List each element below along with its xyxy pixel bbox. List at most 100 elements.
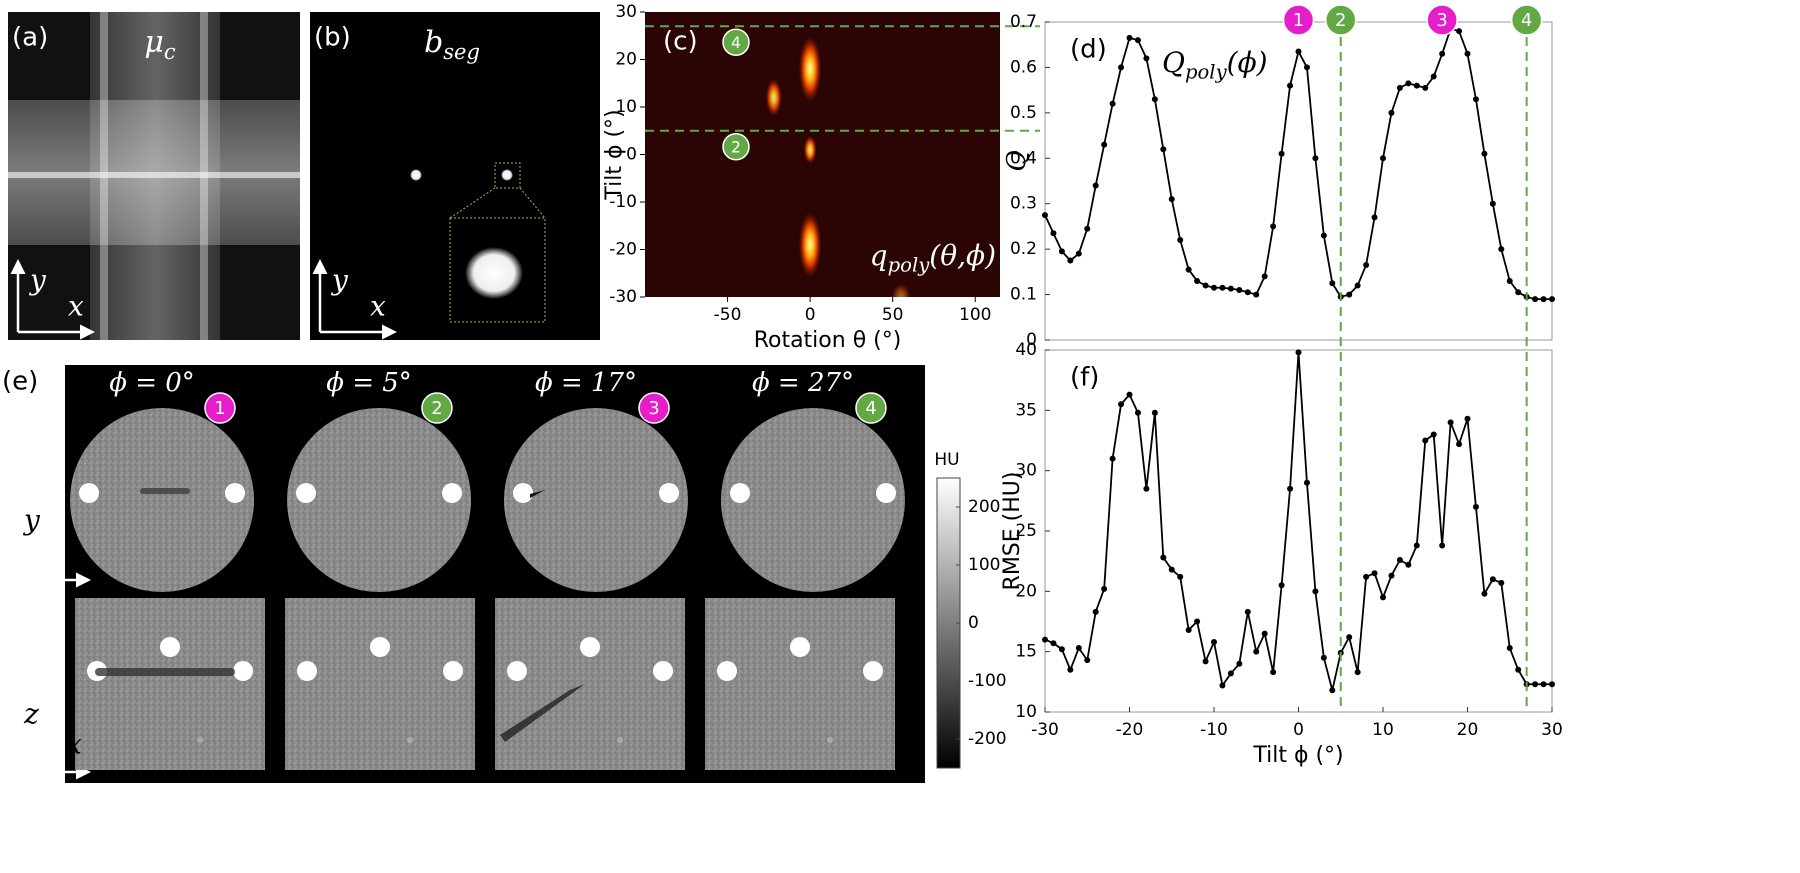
data-point: [1540, 296, 1547, 303]
data-point: [1143, 485, 1150, 492]
data-point: [1177, 237, 1184, 244]
view-title: ϕ = 5°: [326, 368, 412, 398]
data-point: [1084, 657, 1091, 664]
math-base: b: [424, 25, 443, 60]
heatmap-background: [645, 12, 1000, 297]
axis-letter: y: [22, 504, 41, 537]
marker-label: 3: [1436, 10, 1447, 31]
data-point: [1067, 666, 1074, 673]
data-point: [1354, 669, 1361, 676]
image-dot: [410, 169, 422, 181]
marker-badge: [1325, 4, 1357, 36]
data-point: [1270, 223, 1277, 230]
y-tick-label: 0.2: [1010, 239, 1037, 259]
y-tick-label: 10: [615, 97, 637, 117]
rod: [863, 661, 883, 681]
math-sub: c: [164, 40, 176, 64]
rod: [580, 637, 600, 657]
data-point: [1430, 73, 1437, 80]
data-point: [1278, 582, 1285, 589]
panel-e: [4, 365, 925, 783]
panel-label: (d): [1070, 35, 1107, 65]
rod: [443, 661, 463, 681]
data-point: [1472, 503, 1479, 510]
data-point: [1329, 687, 1336, 694]
data-point: [1134, 37, 1141, 44]
heat-spot: [798, 35, 822, 103]
data-point: [1312, 155, 1319, 162]
y-tick-label: 0: [968, 613, 979, 633]
data-point: [1295, 48, 1302, 55]
marker-label: 4: [731, 34, 741, 52]
data-point: [1253, 648, 1260, 655]
panel-label: (c): [663, 27, 698, 57]
data-point: [1396, 84, 1403, 91]
data-point: [1101, 585, 1108, 592]
streak: [530, 490, 545, 498]
data-point: [1194, 618, 1201, 625]
data-point: [1506, 277, 1513, 284]
small-dot: [617, 737, 623, 743]
y-tick-label: 15: [1015, 642, 1037, 662]
marker-label: 4: [1521, 10, 1532, 31]
marker-badge: [1282, 4, 1315, 36]
x-axis-label: Rotation θ (°): [754, 328, 902, 353]
data-point: [1287, 485, 1294, 492]
y-tick-label: 0: [1026, 330, 1037, 350]
slice-disk: [504, 408, 688, 592]
x-tick-label: 0: [805, 305, 816, 325]
data-point: [1380, 155, 1386, 162]
data-point: [1244, 608, 1251, 615]
y-tick-label: 0.4: [1010, 148, 1037, 168]
data-point: [1168, 566, 1175, 573]
marker-label: 2: [431, 398, 442, 419]
data-point: [1303, 64, 1310, 71]
y-tick-label: -20: [609, 240, 637, 260]
panel-label: (e): [2, 367, 38, 397]
marker-badge: [722, 133, 750, 161]
data-point: [1405, 561, 1412, 568]
data-point: [1405, 80, 1412, 87]
rod: [225, 483, 245, 503]
panel-b: [310, 12, 600, 340]
y-tick-label: 35: [1015, 400, 1037, 420]
x-tick-label: -10: [1200, 720, 1228, 740]
data-point: [1489, 200, 1496, 207]
data-point: [1456, 28, 1463, 35]
panel-label: (b): [314, 23, 351, 53]
data-point: [1498, 579, 1505, 586]
data-point: [1396, 556, 1403, 563]
marker-badge: [204, 392, 236, 424]
data-point: [1202, 282, 1209, 289]
x-tick-label: -50: [714, 305, 742, 325]
panel-title: bseg: [424, 25, 480, 64]
data-point: [1346, 634, 1353, 641]
x-tick-label: 0: [1293, 720, 1304, 740]
data-point: [1177, 573, 1184, 580]
annotation: qpoly(θ,ϕ): [870, 239, 996, 276]
data-point: [1320, 654, 1327, 661]
marker-label: 2: [731, 138, 741, 156]
slice-disk: [721, 408, 905, 592]
data-point: [1118, 64, 1125, 71]
data-point: [1227, 285, 1234, 292]
view-title: ϕ = 27°: [752, 368, 854, 398]
y-tick-label: 20: [615, 50, 637, 70]
data-point: [1151, 409, 1158, 416]
marker-badge: [1510, 4, 1543, 36]
x-tick-label: -20: [1116, 720, 1144, 740]
math-rest: (ϕ): [1227, 46, 1268, 79]
data-point: [1363, 573, 1370, 580]
marker-label: 1: [1293, 10, 1304, 31]
math-sub: seg: [443, 40, 480, 64]
y-axis-label: Tilt ϕ (°): [602, 109, 627, 200]
rod: [297, 661, 317, 681]
panel-label: (a): [12, 23, 48, 53]
y-tick-label: 200: [968, 497, 1000, 517]
axis-letter: x: [370, 290, 386, 323]
data-point: [1456, 441, 1463, 448]
data-point: [1489, 576, 1496, 583]
axis-letter: x: [68, 290, 84, 323]
slice-disk: [287, 408, 471, 592]
data-point: [1261, 630, 1268, 637]
